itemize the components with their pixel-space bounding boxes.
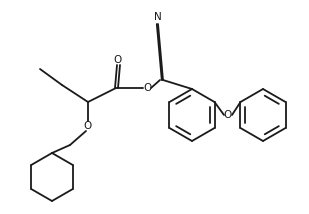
Text: O: O — [224, 110, 232, 120]
Text: O: O — [84, 121, 92, 131]
Text: N: N — [154, 12, 162, 22]
Text: O: O — [143, 83, 151, 93]
Text: O: O — [114, 55, 122, 65]
